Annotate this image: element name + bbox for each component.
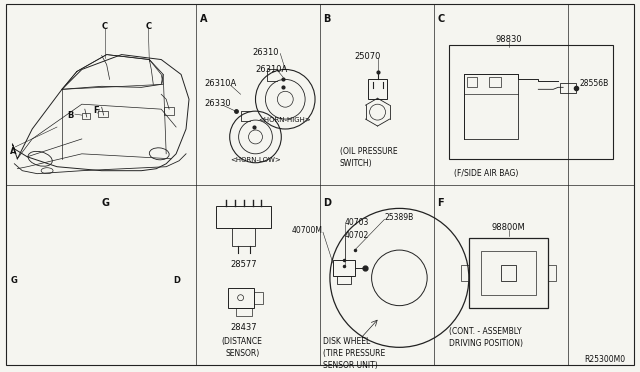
Text: 26310A: 26310A <box>205 79 237 89</box>
Text: <HORN-HIGH>: <HORN-HIGH> <box>259 117 311 123</box>
Bar <box>481 251 536 295</box>
Bar <box>560 83 576 93</box>
Text: 26310A: 26310A <box>255 64 288 74</box>
Text: G: G <box>10 276 17 285</box>
Bar <box>333 260 355 276</box>
Text: SENSOR UNIT): SENSOR UNIT) <box>323 361 378 370</box>
Bar <box>337 276 351 284</box>
Text: 98830: 98830 <box>495 35 522 44</box>
Text: SENSOR): SENSOR) <box>226 349 260 358</box>
Text: B: B <box>323 14 330 24</box>
Text: (DISTANCE: (DISTANCE <box>221 337 262 346</box>
Text: DRIVING POSITION): DRIVING POSITION) <box>449 339 523 349</box>
Text: C: C <box>102 22 108 31</box>
Bar <box>467 77 477 87</box>
Bar <box>228 288 253 308</box>
Bar <box>232 228 255 246</box>
Text: F: F <box>437 199 444 208</box>
Bar <box>500 265 516 281</box>
Bar <box>236 308 252 315</box>
Bar <box>449 45 612 159</box>
Text: 25070: 25070 <box>355 52 381 61</box>
Bar <box>216 206 271 228</box>
Bar <box>98 111 108 117</box>
Text: SWITCH): SWITCH) <box>340 159 372 168</box>
Text: (OIL PRESSURE: (OIL PRESSURE <box>340 147 397 156</box>
Text: (CONT. - ASSEMBLY: (CONT. - ASSEMBLY <box>449 327 522 337</box>
Bar <box>489 77 500 87</box>
Text: (TIRE PRESSURE: (TIRE PRESSURE <box>323 349 385 358</box>
Text: B: B <box>67 111 74 120</box>
Bar <box>464 74 518 139</box>
Text: R25300M0: R25300M0 <box>584 355 626 364</box>
Text: 28437: 28437 <box>230 323 257 331</box>
Text: 26330: 26330 <box>205 99 232 108</box>
Text: 28577: 28577 <box>230 260 257 269</box>
Text: 98800M: 98800M <box>492 223 525 232</box>
Bar <box>82 113 90 119</box>
Bar <box>367 79 387 99</box>
Text: F: F <box>93 106 99 115</box>
Text: 40700M: 40700M <box>292 226 323 235</box>
Text: 28556B: 28556B <box>579 79 608 89</box>
Text: 40702: 40702 <box>345 231 369 240</box>
Text: A: A <box>10 147 17 156</box>
Text: 40703: 40703 <box>345 218 369 227</box>
Text: C: C <box>145 22 152 31</box>
Text: C: C <box>437 14 444 24</box>
Text: A: A <box>200 14 207 24</box>
Bar <box>253 292 264 304</box>
Bar <box>461 265 469 281</box>
Text: G: G <box>102 199 109 208</box>
Text: D: D <box>173 276 180 285</box>
Bar <box>469 238 548 308</box>
Text: D: D <box>323 199 331 208</box>
Text: DISK WHEEL: DISK WHEEL <box>323 337 370 346</box>
Text: 26310: 26310 <box>252 48 278 57</box>
Bar <box>548 265 556 281</box>
Text: <HORN-LOW>: <HORN-LOW> <box>230 157 282 163</box>
Text: (F/SIDE AIR BAG): (F/SIDE AIR BAG) <box>454 169 518 178</box>
Text: 25389B: 25389B <box>385 214 413 222</box>
Bar <box>164 107 174 115</box>
